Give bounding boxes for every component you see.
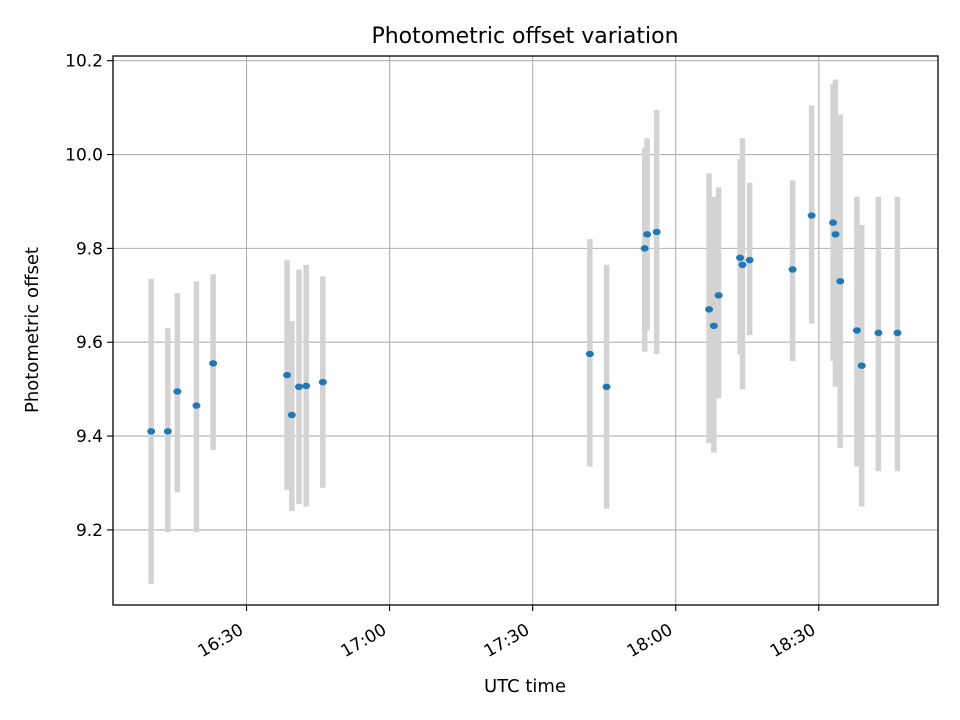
data-point [652, 228, 661, 236]
y-tick-label: 9.8 [76, 239, 103, 259]
data-point [709, 322, 718, 330]
data-point [705, 306, 714, 313]
data-point [640, 245, 649, 252]
data-point [287, 411, 296, 419]
data-point [192, 402, 201, 409]
data-point [318, 378, 327, 386]
y-tick-label: 9.2 [76, 521, 103, 541]
y-axis-label: Photometric offset [22, 247, 43, 413]
x-axis-label: UTC time [484, 676, 566, 697]
y-tick-label: 10.0 [65, 146, 103, 166]
data-point [738, 261, 747, 269]
data-point [585, 350, 594, 358]
data-point [893, 329, 902, 337]
data-point [163, 428, 172, 435]
chart-title: Photometric offset variation [371, 24, 678, 49]
data-point [283, 371, 292, 379]
y-tick-label: 10.2 [65, 52, 103, 72]
y-tick-label: 9.6 [76, 333, 103, 353]
data-point [302, 382, 311, 390]
data-point [788, 266, 797, 273]
data-point [745, 256, 754, 264]
data-point [831, 231, 840, 238]
data-point [173, 388, 182, 395]
data-point [602, 383, 611, 391]
data-point [874, 329, 883, 337]
data-point [852, 327, 861, 334]
y-axis-ticks: 9.2 9.4 9.6 9.8 10.0 10.2 [65, 52, 113, 541]
data-point [736, 254, 745, 261]
data-point [209, 360, 218, 367]
data-point [807, 212, 816, 219]
data-point [294, 383, 303, 391]
data-point [836, 278, 845, 285]
data-point [714, 292, 723, 299]
data-point [643, 231, 652, 238]
y-tick-label: 9.4 [76, 427, 103, 447]
plot-frame [112, 55, 939, 606]
data-point [829, 219, 838, 226]
data-point [147, 428, 156, 435]
grid [113, 56, 938, 605]
data-point [857, 362, 866, 369]
data-points [147, 212, 902, 435]
